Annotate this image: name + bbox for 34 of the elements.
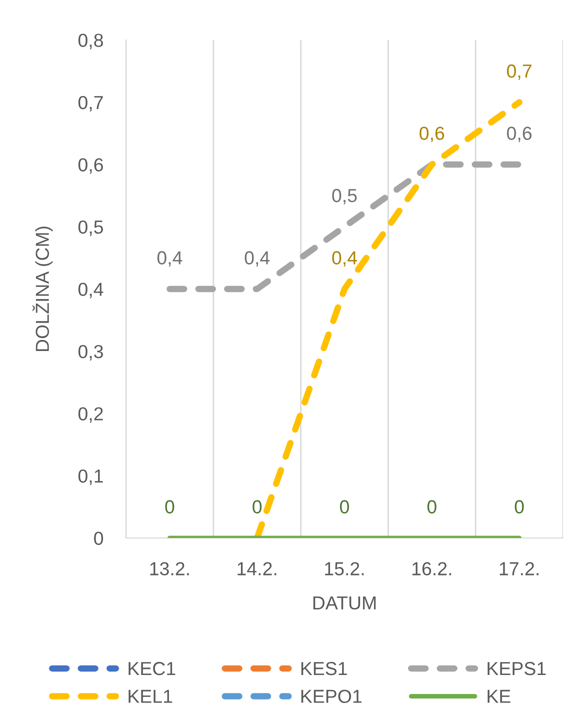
data-label: 0 (427, 500, 436, 514)
y-tick-label: 0,7 (78, 96, 103, 112)
legend-label: KE (488, 690, 510, 703)
legend-label: KES1 (301, 662, 347, 676)
data-label: 0 (340, 500, 349, 514)
y-tick-label: 0 (94, 532, 104, 545)
data-label: 0 (252, 500, 262, 514)
x-tick-label: 17.2. (500, 562, 538, 576)
y-tick-label: 0,6 (78, 158, 103, 174)
x-tick-label: 16.2. (412, 562, 452, 576)
data-label: 0 (514, 500, 524, 514)
y-axis-title: DOLŽINA (CM) (32, 226, 53, 352)
legend-label: KEPO1 (301, 690, 362, 703)
y-tick-label: 0,1 (78, 469, 103, 485)
data-label: 0,5 (332, 188, 357, 204)
data-label: 0,6 (507, 126, 532, 142)
data-label: 0,7 (507, 64, 532, 80)
legend-label: KEPS1 (488, 662, 546, 676)
y-tick-label: 0,3 (78, 344, 103, 360)
data-label: 0,4 (157, 251, 182, 267)
x-axis-title: DATUM (313, 596, 376, 610)
legend-label: KEC1 (128, 662, 176, 676)
legend-label: KEL1 (128, 690, 172, 703)
data-label: 0 (165, 500, 174, 514)
data-label: 0,4 (332, 251, 357, 267)
x-tick-label: 14.2. (238, 562, 276, 576)
y-tick-label: 0,5 (78, 220, 103, 236)
y-tick-label: 0,8 (78, 34, 103, 50)
y-tick-label: 0,4 (78, 282, 104, 298)
x-tick-label: 13.2. (150, 562, 189, 576)
data-label: 0,6 (420, 126, 444, 142)
x-tick-label: 15.2. (325, 562, 364, 576)
data-label: 0,4 (244, 251, 270, 267)
y-tick-label: 0,2 (78, 407, 103, 423)
